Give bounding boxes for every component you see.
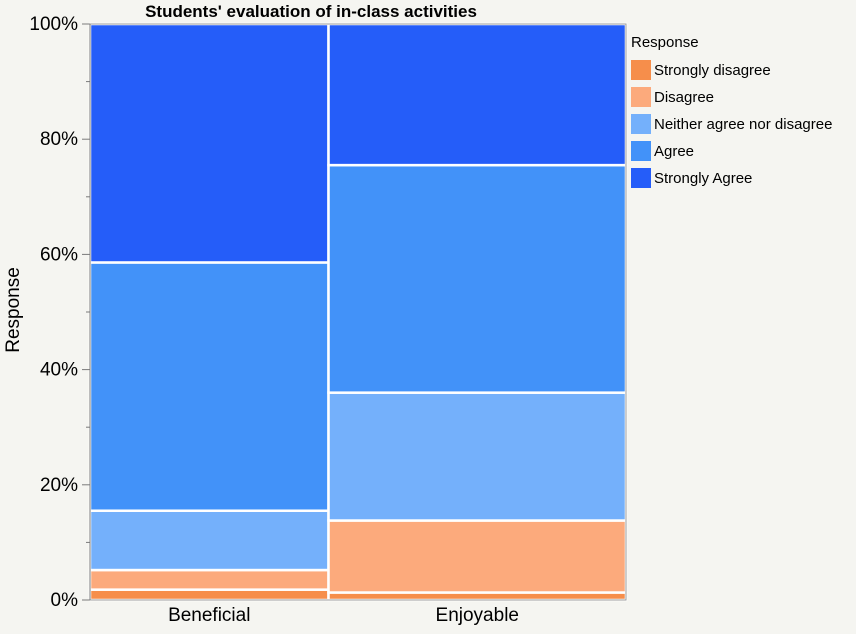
chart-title: Students' evaluation of in-class activit… bbox=[145, 2, 477, 21]
y-tick-label-100pct: 100% bbox=[29, 14, 78, 35]
legend-title: Response bbox=[631, 34, 699, 51]
tile-enjoyable-disagree bbox=[327, 519, 628, 594]
y-axis: 0% 20% 40% 60% 80% 100% bbox=[29, 14, 91, 611]
legend-swatch-neither-agree-nor-disagree bbox=[631, 114, 651, 134]
legend-label-strongly-agree: Strongly Agree bbox=[654, 170, 752, 187]
x-tick-label-enjoyable: Enjoyable bbox=[436, 605, 519, 626]
tile-beneficial-strongly-agree bbox=[88, 22, 330, 264]
tile-beneficial-disagree bbox=[88, 568, 330, 591]
tile-beneficial-strongly-disagree bbox=[88, 588, 330, 602]
y-tick-label-20pct: 20% bbox=[40, 475, 78, 496]
x-axis: Beneficial Enjoyable bbox=[168, 605, 519, 626]
legend-swatch-disagree bbox=[631, 87, 651, 107]
tile-enjoyable-neither-agree-nor-disagree bbox=[327, 391, 628, 522]
tile-beneficial-neither-agree-nor-disagree bbox=[88, 509, 330, 572]
mosaic-tiles bbox=[88, 22, 628, 602]
legend-label-agree: Agree bbox=[654, 143, 694, 160]
y-tick-label-60pct: 60% bbox=[40, 244, 78, 265]
tile-enjoyable-agree bbox=[327, 163, 628, 394]
x-tick-label-beneficial: Beneficial bbox=[168, 605, 250, 626]
tile-enjoyable-strongly-agree bbox=[327, 22, 628, 167]
legend: Response Strongly disagree Disagree Neithe… bbox=[631, 34, 832, 188]
y-tick-label-0pct: 0% bbox=[51, 590, 79, 611]
legend-label-strongly-disagree: Strongly disagree bbox=[654, 62, 771, 79]
y-tick-label-80pct: 80% bbox=[40, 129, 78, 150]
tile-beneficial-agree bbox=[88, 261, 330, 512]
legend-swatch-strongly-disagree bbox=[631, 60, 651, 80]
legend-label-disagree: Disagree bbox=[654, 89, 714, 106]
y-tick-label-40pct: 40% bbox=[40, 360, 78, 381]
legend-swatch-strongly-agree bbox=[631, 168, 651, 188]
legend-swatch-agree bbox=[631, 141, 651, 161]
legend-label-neither-agree-nor-disagree: Neither agree nor disagree bbox=[654, 116, 832, 133]
y-axis-label: Response bbox=[3, 267, 24, 353]
